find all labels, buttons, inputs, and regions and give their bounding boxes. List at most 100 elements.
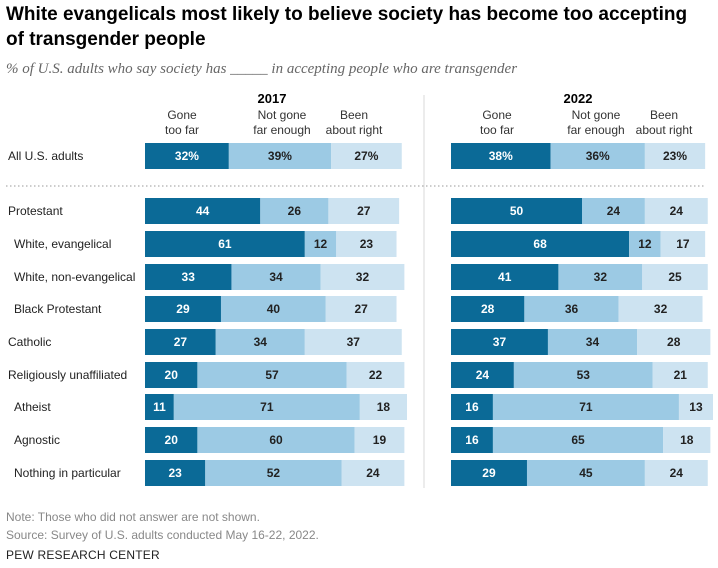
data-label: 32% [175, 149, 199, 163]
bar-segment [145, 394, 174, 420]
bar-segment [629, 231, 661, 257]
bar-segment [215, 329, 305, 355]
data-label: 27% [354, 149, 378, 163]
data-label: 28 [481, 302, 495, 316]
column-header: about right [326, 123, 383, 137]
data-label: 11 [153, 400, 166, 414]
bar-segment [513, 362, 653, 388]
category-label: Black Protestant [14, 302, 102, 316]
category-label: Nothing in particular [14, 466, 121, 480]
bar-segment [451, 231, 630, 257]
category-label: Protestant [8, 204, 63, 218]
data-label: 17 [676, 237, 690, 251]
category-label: All U.S. adults [8, 149, 83, 163]
data-label: 16 [465, 433, 479, 447]
bar-segment [231, 264, 321, 290]
bar-segment [145, 231, 305, 257]
data-label: 38% [489, 149, 513, 163]
data-label: 27 [354, 302, 368, 316]
chart-subtitle: % of U.S. adults who say society has ___… [6, 61, 518, 77]
data-label: 23 [168, 466, 182, 480]
data-label: 20 [165, 368, 179, 382]
bar-segment [451, 198, 582, 224]
data-label: 18 [377, 400, 391, 414]
bar-segment [354, 427, 405, 453]
bar-segment [220, 296, 326, 322]
bar-segment [451, 394, 493, 420]
data-label: 27 [357, 204, 371, 218]
category-label: Catholic [8, 335, 51, 349]
bar-segment [228, 143, 332, 169]
bar-segment [304, 329, 402, 355]
data-label: 29 [176, 302, 190, 316]
data-label: 37 [493, 335, 507, 349]
bar-segment [644, 460, 708, 486]
bar-segment [145, 198, 261, 224]
data-label: 32 [356, 270, 370, 284]
bar-segment [331, 143, 402, 169]
bar-segment [547, 329, 638, 355]
column-header: too far [165, 123, 199, 137]
data-label: 18 [680, 433, 694, 447]
bar-segment [678, 394, 713, 420]
data-label: 34 [586, 335, 600, 349]
bar-segment [451, 460, 527, 486]
data-label: 52 [267, 466, 281, 480]
data-label: 34 [269, 270, 283, 284]
bar-segment [526, 460, 645, 486]
bar-segment [304, 231, 337, 257]
bar-segment [205, 460, 342, 486]
panel-year-2017: 2017 [258, 91, 287, 106]
data-label: 28 [667, 335, 681, 349]
bar-segment [642, 264, 708, 290]
data-label: 22 [369, 368, 383, 382]
data-label: 32 [654, 302, 668, 316]
data-label: 41 [498, 270, 512, 284]
bar-segment [145, 264, 232, 290]
data-label: 16 [465, 400, 479, 414]
bar-segment [359, 394, 407, 420]
data-label: 36% [586, 149, 610, 163]
brand-label: PEW RESEARCH CENTER [6, 548, 160, 562]
column-header: far enough [253, 123, 310, 137]
bar-segment [663, 427, 711, 453]
data-label: 27 [174, 335, 188, 349]
bar-segment [320, 264, 405, 290]
data-label: 39% [268, 149, 292, 163]
bar-segment [582, 198, 645, 224]
data-label: 40 [267, 302, 281, 316]
bar-segment [197, 427, 355, 453]
data-label: 12 [314, 237, 328, 251]
column-header: too far [480, 123, 514, 137]
data-label: 50 [510, 204, 524, 218]
bar-segment [550, 143, 645, 169]
data-label: 36 [565, 302, 579, 316]
bar-segment [618, 296, 703, 322]
bar-segment [492, 427, 664, 453]
data-label: 44 [196, 204, 210, 218]
bar-segment [451, 329, 548, 355]
data-label: 12 [638, 237, 652, 251]
category-label: White, non-evangelical [14, 270, 135, 284]
data-label: 23 [360, 237, 374, 251]
data-label: 68 [533, 237, 547, 251]
bar-segment [145, 362, 198, 388]
bar-segment [197, 362, 347, 388]
data-label: 45 [579, 466, 593, 480]
category-label: White, evangelical [14, 237, 111, 251]
bar-segment [451, 427, 493, 453]
data-label: 61 [218, 237, 232, 251]
data-label: 23% [663, 149, 687, 163]
column-header: Not gone [572, 108, 621, 122]
bar-segment [336, 231, 397, 257]
data-label: 24 [366, 466, 380, 480]
bar-segment [328, 198, 400, 224]
data-label: 24 [670, 466, 684, 480]
column-header: Been [650, 108, 678, 122]
data-label: 24 [670, 204, 684, 218]
data-label: 21 [674, 368, 688, 382]
bar-segment [644, 143, 706, 169]
column-header: Gone [167, 108, 197, 122]
column-header: Been [340, 108, 368, 122]
